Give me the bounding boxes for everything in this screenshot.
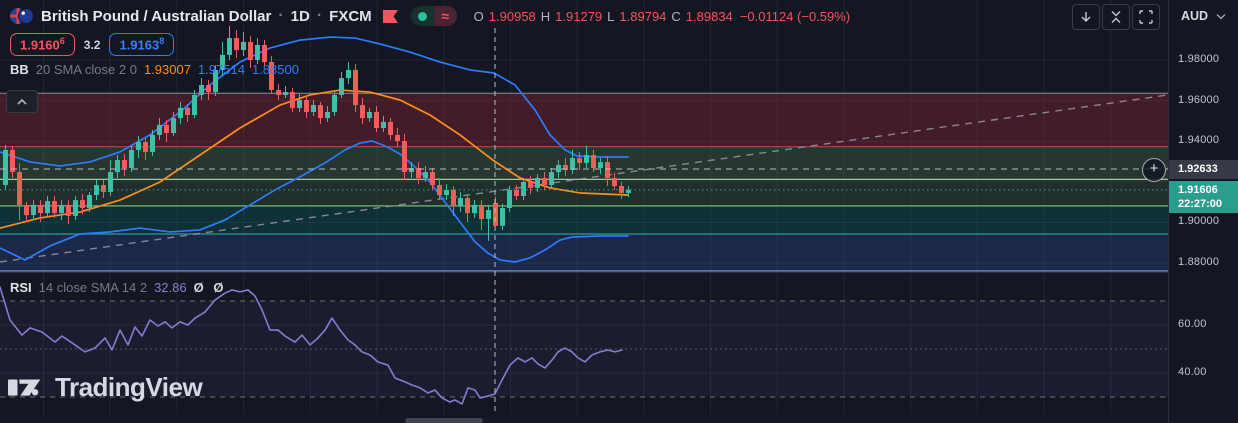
candles-layer — [3, 26, 631, 241]
symbol-flag-icon[interactable] — [10, 7, 34, 25]
bb-lower-value: 1.88500 — [251, 62, 299, 77]
price-zone — [0, 233, 1168, 271]
bar-countdown: 22:27:00 — [1178, 197, 1223, 210]
axis-tick-label: 1.98000 — [1178, 53, 1220, 65]
open-label: O — [473, 8, 484, 24]
chart-canvas[interactable] — [0, 0, 1168, 423]
bb-upper-value: 1.97514 — [197, 62, 245, 77]
add-alert-plus-button[interactable]: + — [1142, 157, 1166, 182]
rsi-value: 32.86 — [154, 280, 187, 295]
collapse-pane-button[interactable] — [1102, 4, 1130, 30]
price-zone — [0, 205, 1168, 234]
tradingview-watermark[interactable]: TradingView — [8, 372, 203, 403]
ohlc-values: O 1.90958 H 1.91279 L 1.89794 C 1.89834 −0.0… — [474, 9, 850, 24]
bb-params: 20 SMA close 2 0 — [35, 62, 137, 77]
bb-basis-value: 1.93007 — [143, 62, 191, 77]
low-value: 1.89794 — [619, 8, 667, 24]
currency-dropdown[interactable]: AUD — [1176, 4, 1231, 28]
open-value: 1.90958 — [488, 8, 536, 24]
sell-price-sup: 6 — [59, 36, 65, 46]
symbol-header: British Pound / Australian Dollar · 1D ·… — [10, 4, 850, 28]
axis-tick-label: 1.90000 — [1178, 215, 1220, 228]
sell-price: 1.9160 — [20, 37, 60, 53]
axis-tick-label: 60.00 — [1178, 318, 1207, 330]
sell-button[interactable]: 1.91606 — [10, 33, 75, 57]
market-open-dot-icon — [410, 6, 434, 26]
bb-upper-line — [0, 36, 629, 167]
collapse-legend-button[interactable] — [6, 90, 38, 113]
timeframe-label[interactable]: 1D — [290, 7, 310, 25]
chevron-up-icon — [17, 98, 27, 105]
price-zone — [0, 146, 1168, 180]
buy-button[interactable]: 1.91638 — [109, 33, 175, 57]
trendline — [0, 94, 1168, 263]
market-status-toggle[interactable]: ≈ — [410, 6, 457, 26]
fullscreen-icon — [1139, 10, 1153, 24]
close-value: 1.89834 — [685, 8, 733, 24]
bb-lower-line — [0, 140, 629, 263]
tradingview-logo-icon — [8, 378, 41, 396]
axis-tick-label: 40.00 — [1178, 366, 1207, 378]
buy-price: 1.9163 — [119, 37, 160, 53]
rsi-line — [0, 286, 623, 405]
rsi-params: 14 close SMA 14 2 — [38, 280, 148, 295]
trade-panel: 1.91606 3.2 1.91638 — [10, 33, 175, 57]
axis-tick-label: 1.88000 — [1178, 256, 1220, 268]
crosshair-price-label: 1.92633 — [1169, 159, 1238, 179]
scrollbar-thumb — [405, 418, 483, 423]
change-value: −0.01124 (−0.59%) — [739, 8, 851, 24]
close-label: C — [671, 8, 681, 24]
high-value: 1.91279 — [555, 8, 603, 24]
high-label: H — [540, 8, 551, 24]
exchange-label[interactable]: FXCM — [329, 7, 372, 25]
maximize-pane-button[interactable] — [1132, 4, 1160, 30]
low-label: L — [607, 8, 615, 24]
arrow-down-icon — [1081, 12, 1091, 22]
axis-tick-label: 1.94000 — [1178, 134, 1220, 147]
bb-indicator-legend[interactable]: BB 20 SMA close 2 0 1.93007 1.97514 1.88… — [10, 62, 299, 77]
axis-tick-label: 1.96000 — [1178, 93, 1220, 106]
rsi-hidden-values: Ø Ø — [193, 280, 227, 295]
currency-label: AUD — [1181, 9, 1209, 23]
spread-value: 3.2 — [83, 37, 101, 52]
buy-price-sup: 8 — [159, 36, 165, 46]
collapse-chevrons-icon — [1111, 11, 1121, 23]
flag-bookmark-icon[interactable] — [382, 9, 398, 23]
delayed-data-icon: ≈ — [433, 6, 457, 26]
symbol-title[interactable]: British Pound / Australian Dollar — [41, 7, 272, 25]
rsi-indicator-legend[interactable]: RSI 14 close SMA 14 2 32.86 Ø Ø — [10, 280, 226, 295]
separator-dot: · — [316, 7, 323, 24]
separator-dot: · — [278, 7, 284, 24]
rsi-name: RSI — [10, 280, 32, 295]
watermark-text: TradingView — [55, 372, 203, 402]
scroll-down-button[interactable] — [1072, 4, 1100, 30]
chevron-down-icon — [1216, 13, 1226, 20]
price-axis[interactable]: AUD 1.92633 1.91606 22:27:00 1.98000 1.96… — [1168, 0, 1238, 423]
bb-name: BB — [10, 62, 29, 77]
last-price-label: 1.91606 22:27:00 — [1169, 180, 1238, 213]
last-price-value: 1.91606 — [1178, 183, 1218, 196]
rsi-band — [0, 301, 1168, 397]
